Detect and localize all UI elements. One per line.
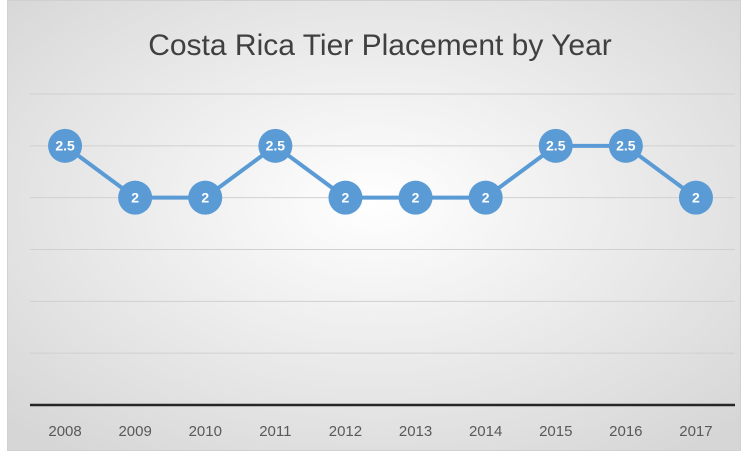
data-point [328,180,363,215]
data-label: 2.5 [55,138,75,154]
x-tick-label: 2010 [189,423,222,440]
chart-background [7,0,741,451]
x-tick-label: 2012 [329,423,362,440]
x-tick-label: 2009 [118,423,151,440]
data-point [398,180,433,215]
data-label: 2.5 [266,138,286,154]
data-label: 2 [342,189,350,205]
x-tick-label: 2017 [679,423,712,440]
data-label: 2.5 [616,138,636,154]
x-tick-label: 2011 [259,423,291,440]
data-point [258,128,293,163]
data-label: 2 [482,189,490,205]
data-label: 2 [692,189,700,205]
data-point [188,180,223,215]
x-tick-label: 2015 [539,423,572,440]
data-label: 2 [201,189,209,205]
data-label: 2 [131,189,139,205]
x-tick-label: 2016 [609,423,642,440]
x-tick-label: 2008 [48,423,81,440]
data-label: 2.5 [546,138,566,154]
data-point [48,128,83,163]
data-point [608,128,643,163]
line-series [63,143,698,200]
data-label: 2 [412,189,420,205]
x-tick-label: 2013 [399,423,432,440]
x-tick-label: 2014 [469,423,502,440]
data-point [538,128,573,163]
data-point [678,180,713,215]
data-point [468,180,503,215]
chart-title: Costa Rica Tier Placement by Year [148,29,612,62]
data-point [118,180,153,215]
